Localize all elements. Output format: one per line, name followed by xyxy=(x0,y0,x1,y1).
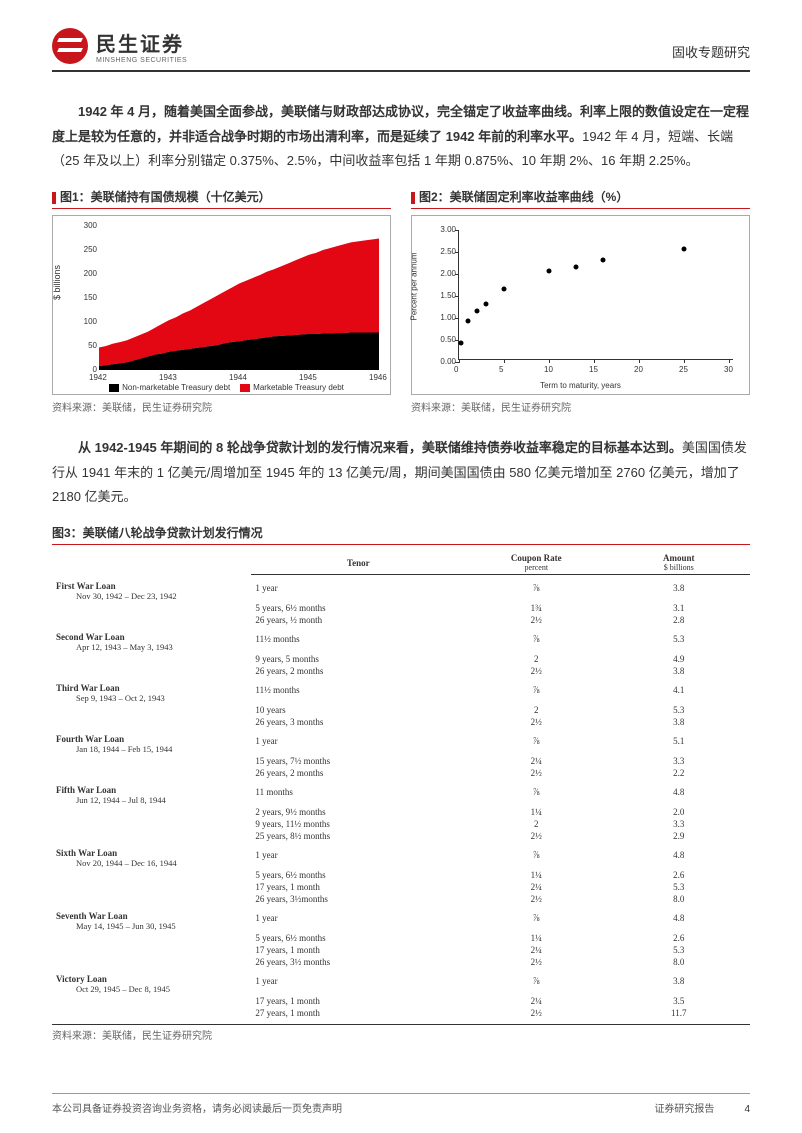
table3-source: 资料来源：美联储，民生证券研究院 xyxy=(52,1027,750,1042)
paragraph-1: 1942 年 4 月，随着美国全面参战，美联储与财政部达成协议，完全锚定了收益率… xyxy=(52,100,750,174)
logo-icon xyxy=(52,28,88,64)
logo-en: MINSHENG SECURITIES xyxy=(96,57,187,64)
chart1-area: $ billions 05010015020025030019421943194… xyxy=(52,215,391,395)
footer-page-number: 4 xyxy=(744,1104,750,1115)
chart2-xlabel: Term to maturity, years xyxy=(412,381,749,390)
chart2-plot xyxy=(458,230,733,360)
logo: 民生证券 MINSHENG SECURITIES xyxy=(52,28,187,64)
chart1-title: 图1：美联储持有国债规模（十亿美元） xyxy=(52,188,391,209)
header-category: 固收专题研究 xyxy=(672,42,750,61)
paragraph-2-bold: 从 1942-1945 年期间的 8 轮战争贷款计划的发行情况来看，美联储维持债… xyxy=(78,440,682,455)
page-header: 民生证券 MINSHENG SECURITIES 固收专题研究 xyxy=(52,28,750,72)
chart2-scatter: Percent per annum Term to maturity, year… xyxy=(411,215,750,395)
chart2-ylabel: Percent per annum xyxy=(410,252,419,320)
chart1-source: 资料来源：美联储，民生证券研究院 xyxy=(52,399,391,414)
footer-disclaimer: 本公司具备证券投资咨询业务资格，请务必阅读最后一页免责声明 xyxy=(52,1100,342,1115)
table3-title: 图3：美联储八轮战争贷款计划发行情况 xyxy=(52,524,750,545)
chart2-title: 图2：美联储固定利率收益率曲线（%） xyxy=(411,188,750,209)
chart1-ylabel: $ billions xyxy=(52,265,62,300)
page-footer: 本公司具备证券投资咨询业务资格，请务必阅读最后一页免责声明 证券研究报告 4 xyxy=(52,1093,750,1115)
chart1-plot xyxy=(99,226,384,368)
paragraph-2: 从 1942-1945 年期间的 8 轮战争贷款计划的发行情况来看，美联储维持债… xyxy=(52,436,750,510)
logo-cn: 民生证券 xyxy=(96,28,187,57)
footer-report-label: 证券研究报告 xyxy=(654,1104,714,1115)
chart2-source: 资料来源：美联储，民生证券研究院 xyxy=(411,399,750,414)
loan-table: TenorCoupon RatepercentAmount$ billionsF… xyxy=(52,551,750,1025)
